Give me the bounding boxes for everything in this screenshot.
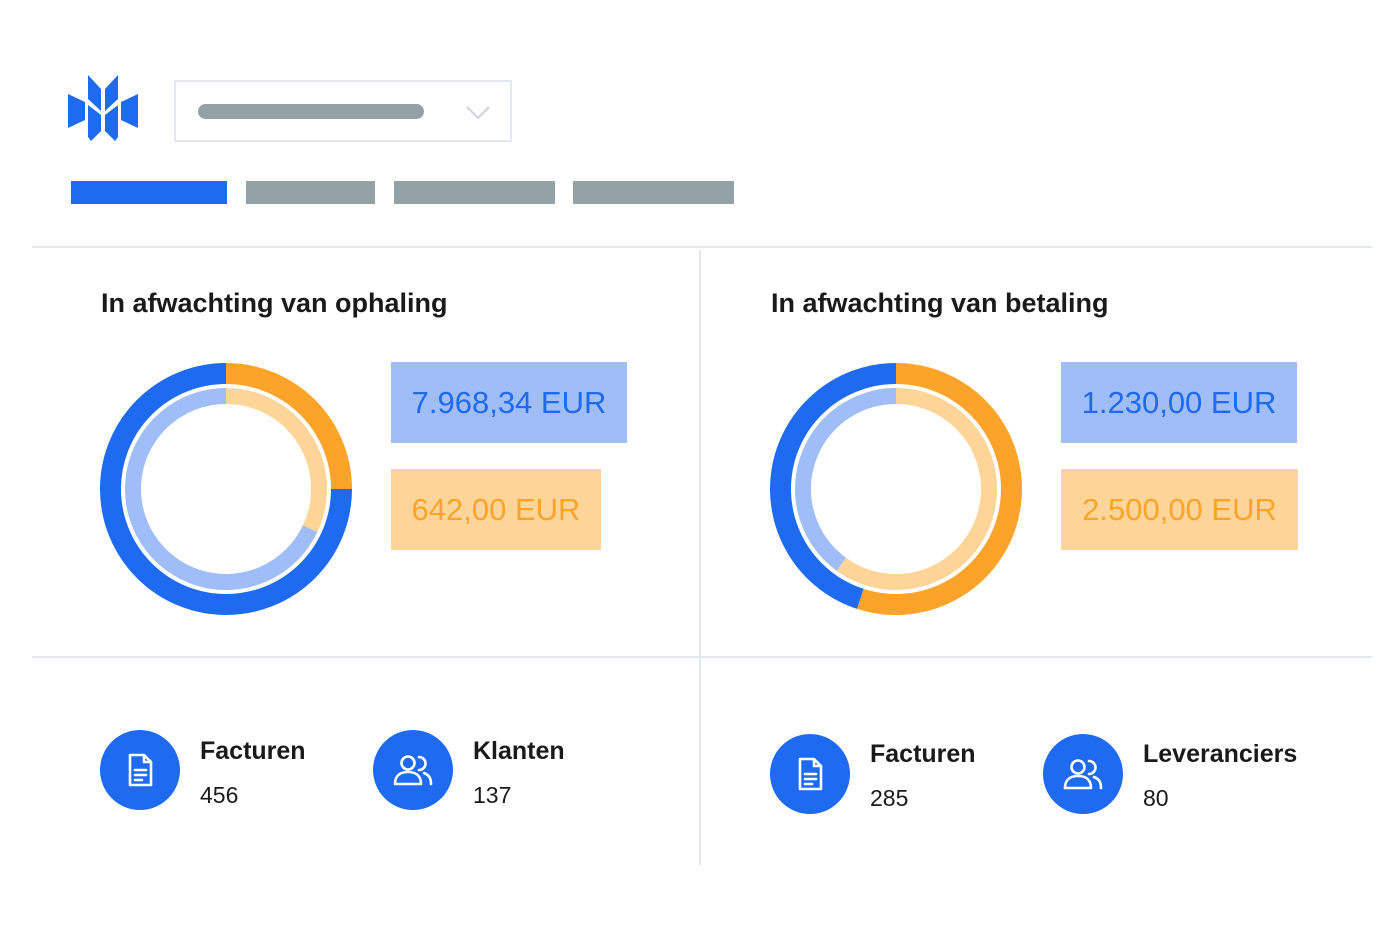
selector-value-placeholder — [198, 104, 424, 119]
stat-label-facturen: Facturen — [870, 740, 976, 768]
inner-ring-slice-2 — [125, 388, 318, 590]
company-logo — [68, 75, 138, 141]
stat-label-facturen: Facturen — [200, 737, 306, 765]
document-icon[interactable] — [770, 734, 850, 814]
amount-orange-ophaling: 642,00 EUR — [391, 469, 601, 550]
stat-label-leveranciers: Leveranciers — [1143, 740, 1298, 768]
tab-2[interactable] — [246, 181, 375, 204]
chevron-down-icon — [466, 106, 490, 120]
inner-ring-slice-2 — [795, 388, 897, 571]
document-icon[interactable] — [100, 730, 180, 810]
amount-blue-betaling: 1.230,00 EUR — [1061, 362, 1297, 443]
inner-ring-slice-1 — [836, 388, 997, 590]
inner-ring-slice-1 — [225, 388, 327, 532]
stat-value-leveranciers: 80 — [1143, 785, 1169, 811]
stat-value-klanten: 137 — [473, 782, 512, 808]
section-divider — [32, 656, 1372, 658]
amount-orange-betaling: 2.500,00 EUR — [1061, 469, 1298, 550]
ring-gap — [791, 384, 1001, 594]
outer-ring-slice-1 — [857, 363, 1022, 615]
tab-3[interactable] — [394, 181, 555, 204]
column-divider — [699, 250, 701, 865]
outer-ring-slice-2 — [100, 363, 352, 615]
stat-value-facturen: 456 — [200, 782, 239, 808]
users-icon[interactable] — [1043, 734, 1123, 814]
header-divider — [32, 246, 1372, 248]
card-title-ophaling: In afwachting van ophaling — [101, 288, 448, 318]
users-icon[interactable] — [373, 730, 453, 810]
donut-chart-ophaling — [100, 363, 352, 615]
tab-1[interactable] — [71, 181, 227, 204]
donut-chart-betaling — [770, 363, 1022, 615]
card-title-betaling: In afwachting van betaling — [771, 288, 1109, 318]
outer-ring-slice-1 — [225, 363, 352, 490]
stat-value-facturen: 285 — [870, 785, 909, 811]
account-selector[interactable] — [174, 80, 512, 142]
outer-ring-slice-2 — [770, 363, 897, 609]
amount-blue-ophaling: 7.968,34 EUR — [391, 362, 627, 443]
stat-label-klanten: Klanten — [473, 737, 565, 765]
tab-4[interactable] — [573, 181, 734, 204]
ring-gap — [121, 384, 331, 594]
